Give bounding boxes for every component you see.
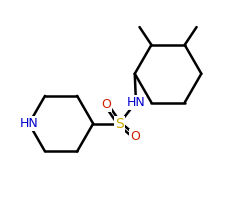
Text: O: O	[101, 98, 111, 111]
Text: HN: HN	[127, 96, 145, 109]
Text: HN: HN	[20, 117, 38, 130]
Text: S: S	[115, 117, 124, 131]
Text: O: O	[130, 130, 140, 143]
